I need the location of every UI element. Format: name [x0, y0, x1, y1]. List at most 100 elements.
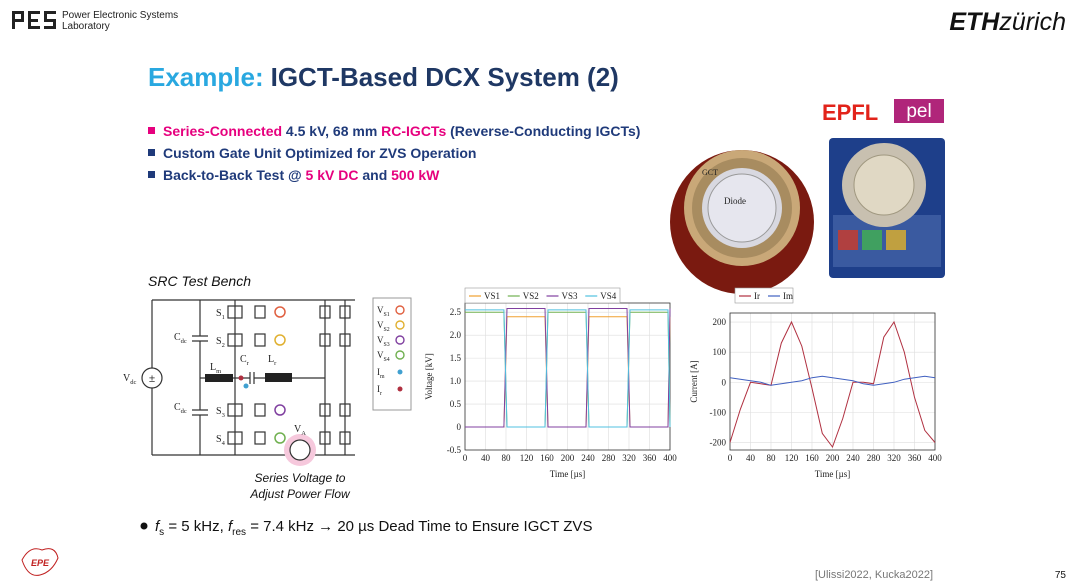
reference: [Ulissi2022, Kucka2022]	[815, 569, 933, 581]
x-tick-label: 0	[463, 453, 468, 463]
label-main: L	[210, 362, 216, 373]
circuit-label: S4	[216, 434, 226, 447]
bullet-segment: f	[155, 518, 161, 535]
legend-label: VS4	[600, 291, 617, 301]
label-sub: 2	[222, 342, 225, 349]
label-main: S	[216, 406, 222, 417]
bullet-segment: = 7.4 kHz → 20 µs Dead Time to Ensure IG…	[246, 518, 592, 535]
epe-text: EPE	[31, 558, 50, 568]
label-sub: r	[247, 360, 250, 367]
bullet-segment: s	[159, 527, 164, 538]
x-tick-label: 360	[908, 453, 922, 463]
pel-logo: pel	[906, 101, 931, 122]
bullet-segment: Series-Connected	[163, 123, 282, 139]
circuit-label: VS3	[377, 335, 390, 348]
label-main: I	[377, 367, 380, 377]
svg-text:±: ±	[149, 373, 155, 385]
label-sub: dc	[181, 338, 187, 345]
label-sub: r	[380, 391, 382, 397]
y-tick-label: -100	[710, 407, 727, 417]
x-tick-label: 40	[481, 453, 491, 463]
x-tick-label: 360	[643, 453, 657, 463]
pes-logo	[12, 11, 56, 29]
x-tick-label: 120	[520, 453, 534, 463]
page-number: 75	[1055, 570, 1067, 581]
y-tick-label: 200	[713, 317, 727, 327]
y-tick-label: 1.5	[450, 353, 462, 363]
bullet-marker	[140, 522, 148, 530]
legend-box	[734, 287, 794, 304]
label-main: V	[377, 320, 384, 330]
x-tick-label: 240	[581, 453, 595, 463]
diode-label: Diode	[724, 196, 746, 206]
label-sub: m	[380, 374, 385, 380]
circuit-label: Ir	[377, 384, 382, 397]
x-tick-label: 120	[785, 453, 799, 463]
bullet-marker	[148, 127, 155, 134]
label-sub: S2	[384, 327, 390, 333]
legend-box	[464, 287, 621, 304]
label-main: S	[216, 336, 222, 347]
label-sub: S3	[384, 342, 390, 348]
y-axis-label: Current [A]	[689, 360, 699, 402]
y-tick-label: 100	[713, 347, 727, 357]
title-prefix: Example:	[148, 62, 264, 92]
y-tick-label: 1.0	[450, 376, 462, 386]
bullet-marker	[148, 171, 155, 178]
lab-name: Laboratory	[62, 21, 110, 32]
igct-photo: GCT Diode	[670, 150, 814, 294]
bullet-segment: and	[358, 167, 391, 183]
schematic-title: SRC Test Bench	[148, 273, 251, 289]
circuit-label: S1	[216, 308, 225, 321]
y-tick-label: 0	[457, 422, 462, 432]
circuit-label: Cr	[240, 354, 250, 367]
slide-title: Example: IGCT-Based DCX System (2)	[148, 62, 619, 92]
label-main: I	[377, 384, 380, 394]
legend-label: Ir	[754, 291, 760, 301]
label-sub: S4	[384, 357, 390, 363]
label-main: V	[123, 373, 131, 384]
bullet-segment: RC-IGCTs	[381, 123, 446, 139]
x-tick-label: 320	[887, 453, 901, 463]
label-sub: dc	[181, 408, 187, 415]
epe-logo: EPE	[21, 548, 59, 576]
line-chart: -200 -100 0 100 200 0 40 80 120 160 200 240 280 320 36…	[689, 287, 942, 479]
x-tick-label: 160	[540, 453, 554, 463]
line-chart: -0.500.51.01.52.02.50 40 80 120 160 200 240 280…	[424, 287, 677, 479]
circuit-label: Cdc	[174, 402, 187, 415]
series-line	[729, 375, 936, 386]
eth-logo-eth: ETH	[949, 8, 1000, 36]
legend-label: VS1	[484, 291, 500, 301]
circuit-label: S2	[216, 336, 225, 349]
bullet-text: Back-to-Back Test @ 5 kV DC and 500 kW	[163, 167, 440, 183]
lab-name: Power Electronic Systems	[62, 10, 178, 21]
circuit-label: Lr	[268, 354, 277, 367]
bullet-segment: Back-to-Back Test @	[163, 167, 306, 183]
x-axis-label: Time [µs]	[550, 469, 586, 479]
epfl-logo: EPFL	[822, 100, 878, 125]
label-sub: 4	[222, 440, 226, 447]
bullet-marker	[148, 149, 155, 156]
x-tick-label: 320	[622, 453, 636, 463]
legend-label: VS3	[562, 291, 579, 301]
bullet-segment: res	[232, 527, 246, 538]
title-main: IGCT-Based DCX System (2)	[271, 62, 619, 92]
label-sub: 1	[222, 314, 225, 321]
label-main: C	[174, 332, 181, 343]
bottom-bullet: fs = 5 kHz, fres = 7.4 kHz → 20 µs Dead …	[155, 518, 592, 538]
circuit-label: Vdc	[123, 373, 136, 386]
circuit-label: Im	[377, 367, 385, 380]
x-axis-label: Time [µs]	[815, 469, 851, 479]
bullet-segment: 500 kW	[391, 167, 440, 183]
x-tick-label: 160	[805, 453, 819, 463]
label-main: S	[216, 434, 222, 445]
x-tick-label: 80	[502, 453, 512, 463]
label-main: C	[174, 402, 181, 413]
x-tick-label: 280	[867, 453, 881, 463]
label-main: L	[268, 354, 274, 365]
y-tick-label: -200	[710, 437, 727, 447]
label-sub: 3	[222, 412, 225, 419]
circuit-label: VS4	[377, 350, 390, 363]
gate-unit-photo	[829, 138, 945, 278]
